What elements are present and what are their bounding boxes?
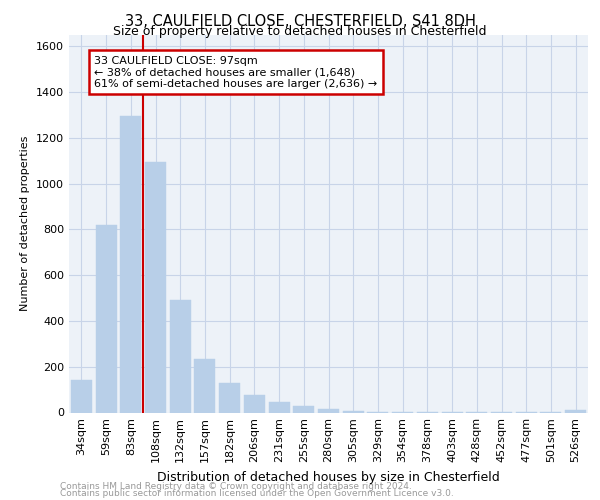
Bar: [343, 410, 364, 412]
Text: 33 CAULFIELD CLOSE: 97sqm
← 38% of detached houses are smaller (1,648)
61% of se: 33 CAULFIELD CLOSE: 97sqm ← 38% of detac…: [94, 56, 377, 89]
Bar: [565, 410, 586, 412]
Text: Contains public sector information licensed under the Open Government Licence v3: Contains public sector information licen…: [60, 488, 454, 498]
Y-axis label: Number of detached properties: Number of detached properties: [20, 136, 31, 312]
Bar: [71, 380, 92, 412]
Bar: [219, 383, 240, 412]
Text: 33, CAULFIELD CLOSE, CHESTERFIELD, S41 8DH: 33, CAULFIELD CLOSE, CHESTERFIELD, S41 8…: [125, 14, 475, 29]
Bar: [170, 300, 191, 412]
Text: Size of property relative to detached houses in Chesterfield: Size of property relative to detached ho…: [113, 25, 487, 38]
Bar: [194, 358, 215, 412]
Bar: [293, 406, 314, 412]
Bar: [120, 116, 141, 412]
Bar: [269, 402, 290, 412]
Bar: [145, 162, 166, 412]
Bar: [244, 396, 265, 412]
Bar: [95, 225, 116, 412]
X-axis label: Distribution of detached houses by size in Chesterfield: Distribution of detached houses by size …: [157, 471, 500, 484]
Bar: [318, 409, 339, 412]
Text: Contains HM Land Registry data © Crown copyright and database right 2024.: Contains HM Land Registry data © Crown c…: [60, 482, 412, 491]
